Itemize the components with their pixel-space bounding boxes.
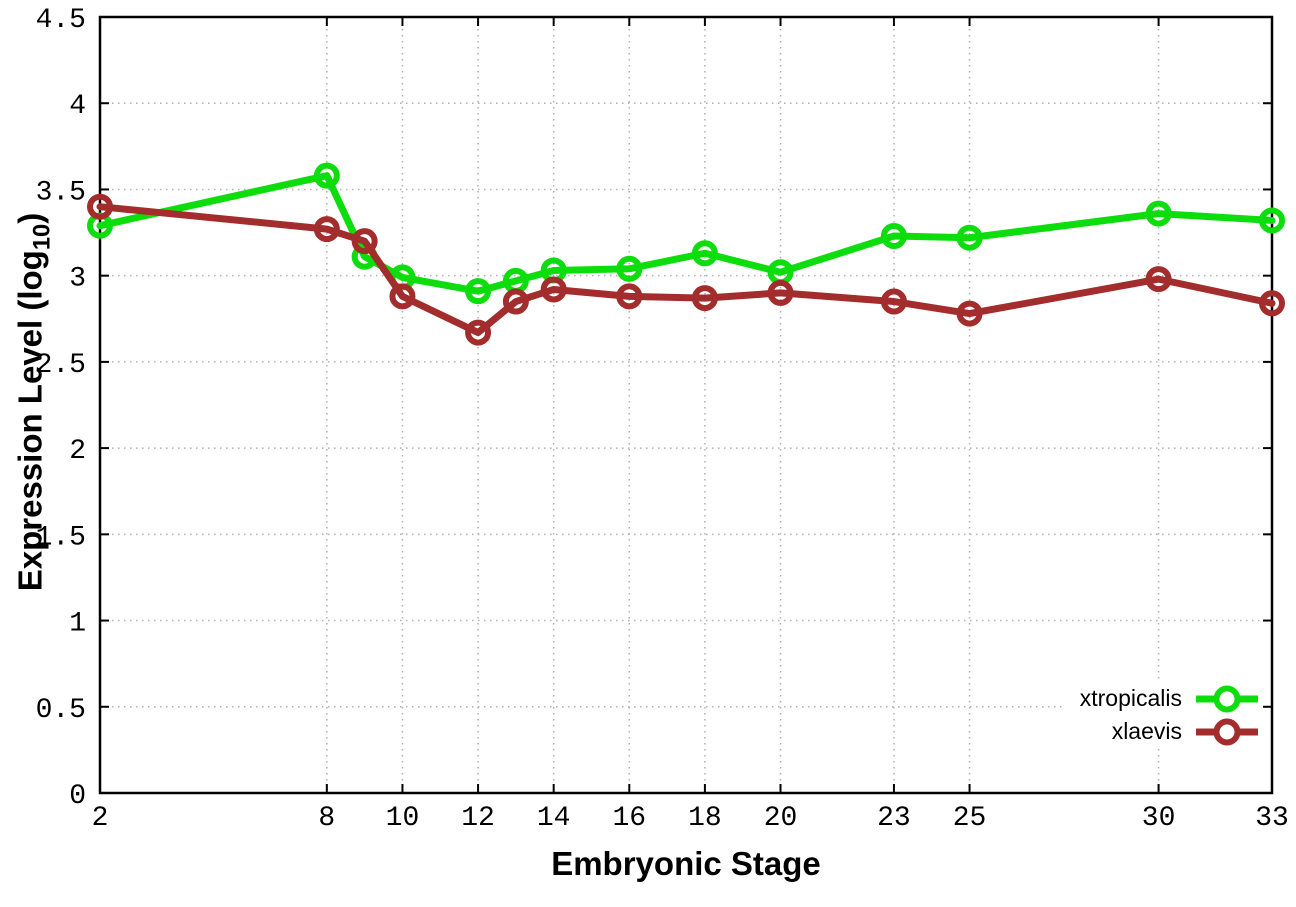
legend-marker-xlaevis	[1196, 718, 1258, 745]
data-point-marker-xtropicalis	[691, 240, 718, 267]
data-point-marker-xlaevis	[389, 283, 416, 310]
data-point-marker-xlaevis	[616, 283, 643, 310]
legend-label-xtropicalis: xtropicalis	[1079, 685, 1182, 711]
series-xtropicalis	[87, 162, 1285, 305]
x-tick-label: 25	[953, 803, 987, 834]
data-point-marker-xlaevis	[540, 276, 567, 303]
data-point-marker-xtropicalis	[616, 255, 643, 282]
legend: xtropicalis xlaevis	[1061, 682, 1260, 748]
x-tick-label: 2	[92, 803, 109, 834]
legend-label-xlaevis: xlaevis	[1111, 718, 1182, 744]
y-tick-label: 2	[69, 436, 86, 467]
open-circle-icon	[1213, 718, 1241, 745]
data-point-marker-xtropicalis	[1259, 207, 1285, 234]
y-tick-label: 3.5	[36, 177, 86, 208]
data-point-marker-xtropicalis	[465, 278, 492, 305]
series-line-xlaevis	[96, 203, 1276, 337]
x-tick-label: 10	[386, 803, 420, 834]
series-line-xtropicalis	[96, 172, 1276, 295]
data-point-marker-xlaevis	[87, 193, 113, 220]
y-tick-label: 3	[69, 264, 86, 295]
y-axis-title-subscript: 10	[28, 223, 56, 251]
data-point-marker-xtropicalis	[313, 162, 340, 189]
x-tick-label: 33	[1255, 803, 1289, 834]
legend-item: xlaevis	[1080, 715, 1260, 748]
data-point-marker-xlaevis	[1259, 290, 1285, 317]
y-tick-label: 1	[69, 609, 86, 640]
data-point-marker-xtropicalis	[1145, 200, 1172, 227]
y-tick-label: 4	[69, 91, 86, 122]
data-point-marker-xlaevis	[691, 285, 718, 312]
legend-item: xtropicalis	[1080, 682, 1260, 715]
data-point-marker-xlaevis	[351, 228, 378, 255]
y-tick-label: 0	[69, 781, 86, 812]
y-tick-label: 2.5	[36, 350, 86, 381]
grid-lines	[100, 17, 1272, 793]
x-axis-title: Embryonic Stage	[551, 845, 821, 882]
x-tick-label: 20	[764, 803, 798, 834]
tick-labels: 2 8 10 12 14 16 18 20 23 25 30 33 0 0.5 1 1.5 2 2.5 3 3.5 4 4…	[36, 5, 1289, 834]
open-circle-icon	[1213, 685, 1241, 712]
data-point-marker-xlaevis	[1145, 266, 1172, 293]
y-axis-title: Expression Level (log10)	[12, 213, 57, 592]
data-point-marker-xtropicalis	[956, 224, 983, 251]
data-point-marker-xlaevis	[502, 288, 529, 315]
y-axis-title-suffix: )	[11, 212, 49, 224]
data-point-marker-xlaevis	[956, 300, 983, 327]
axis-ticks	[99, 16, 1273, 794]
data-point-marker-xlaevis	[465, 319, 492, 346]
series-xlaevis	[87, 193, 1285, 346]
y-tick-label: 0.5	[36, 695, 86, 726]
x-tick-label: 14	[537, 803, 571, 834]
data-point-marker-xlaevis	[880, 288, 907, 315]
y-tick-label: 4.5	[36, 5, 86, 36]
data-point-marker-xlaevis	[767, 279, 794, 306]
x-tick-label: 18	[688, 803, 722, 834]
x-tick-label: 12	[461, 803, 495, 834]
data-point-marker-xtropicalis	[880, 223, 907, 250]
x-tick-label: 16	[612, 803, 646, 834]
data-point-marker-xlaevis	[313, 216, 340, 243]
x-tick-label: 30	[1142, 803, 1176, 834]
plot-border	[98, 15, 1274, 795]
x-tick-label: 8	[318, 803, 335, 834]
y-axis-title-text: Expression Level (log	[11, 250, 49, 592]
x-tick-label: 23	[877, 803, 911, 834]
legend-marker-xtropicalis	[1196, 685, 1258, 712]
y-tick-label: 1.5	[36, 522, 86, 553]
